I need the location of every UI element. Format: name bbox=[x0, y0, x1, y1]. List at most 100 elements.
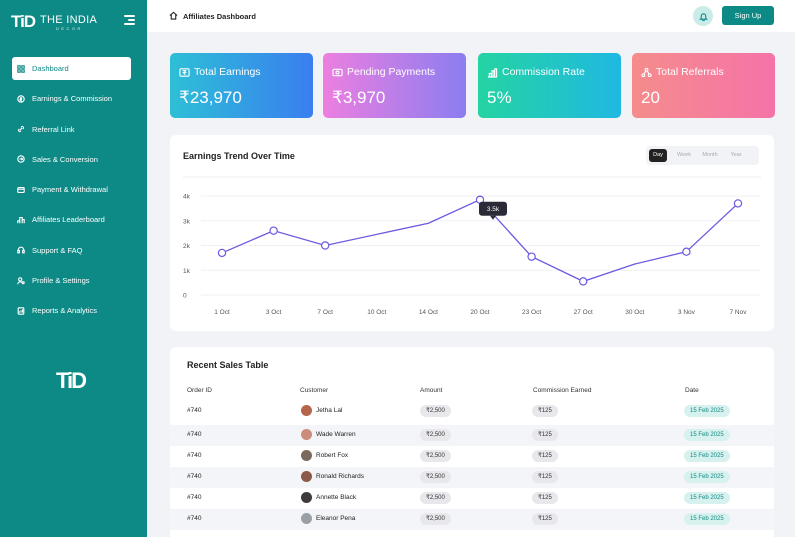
y-tick-label: 0 bbox=[183, 293, 187, 300]
stat-value: ₹23,970 bbox=[179, 88, 242, 107]
x-tick-label: 27 Oct bbox=[574, 309, 593, 316]
sidebar-item-leaderboard[interactable]: Affiliates Leaderboard bbox=[12, 208, 131, 231]
tab-week[interactable]: Week bbox=[677, 152, 691, 158]
sidebar-item-label: Sales & Conversion bbox=[32, 154, 98, 164]
commission-pill: ₹125 bbox=[532, 429, 558, 441]
avatar bbox=[301, 405, 312, 416]
date-pill: 15 Feb 2025 bbox=[684, 405, 730, 417]
amount-pill: ₹2,500 bbox=[420, 471, 451, 483]
chart-title: Earnings Trend Over Time bbox=[183, 151, 295, 161]
sidebar-item-sales[interactable]: Sales & Conversion bbox=[12, 148, 131, 171]
sidebar-item-profile[interactable]: Profile & Settings bbox=[12, 269, 131, 292]
sidebar-item-payment[interactable]: Payment & Withdrawal bbox=[12, 178, 131, 201]
x-tick-label: 7 Oct bbox=[317, 309, 333, 316]
column-header: Order ID bbox=[187, 387, 212, 394]
sidebar-item-referral[interactable]: Referral Link bbox=[12, 118, 131, 141]
customer-name: Eleanor Pena bbox=[316, 515, 356, 522]
brand-name: THE INDIA bbox=[40, 13, 98, 26]
x-tick-label: 10 Oct bbox=[367, 309, 386, 316]
commission-pill: ₹125 bbox=[532, 450, 558, 462]
sidebar-item-label: Dashboard bbox=[32, 64, 69, 73]
avatar bbox=[301, 471, 312, 482]
data-point bbox=[527, 252, 536, 261]
sidebar-item-reports[interactable]: Reports & Analytics bbox=[12, 299, 131, 322]
y-tick-label: 2k bbox=[183, 243, 191, 250]
amount-pill: ₹2,500 bbox=[420, 513, 451, 525]
brand-sub: DECOR bbox=[56, 25, 83, 31]
stat-card-commission-rate[interactable]: Commission Rate 5% bbox=[478, 53, 621, 118]
order-id: #740 bbox=[187, 494, 202, 501]
order-id: #740 bbox=[187, 452, 202, 459]
x-tick-label: 23 Oct bbox=[522, 309, 541, 316]
brand-logo[interactable]: TiD THE INDIA DECOR bbox=[11, 12, 97, 32]
series-line bbox=[221, 198, 739, 283]
tooltip-arrow bbox=[490, 215, 496, 220]
table-header: Order ID Customer Amount Commission Earn… bbox=[170, 387, 774, 399]
customer-name: Wade Warren bbox=[316, 431, 356, 438]
tooltip-label: 3.5k bbox=[487, 206, 500, 213]
table-row[interactable]: #740 Eleanor Pena ₹2,500 ₹125 15 Feb 202… bbox=[170, 509, 774, 530]
column-header: Amount bbox=[420, 387, 443, 394]
tab-year[interactable]: Year bbox=[730, 152, 742, 158]
x-tick-label: 14 Oct bbox=[419, 309, 438, 316]
x-tick-label: 20 Oct bbox=[470, 309, 489, 316]
menu-toggle-icon[interactable] bbox=[124, 15, 135, 27]
tab-month[interactable]: Month bbox=[702, 152, 718, 158]
topbar: Affiliates Dashboard Sign Up bbox=[147, 0, 795, 32]
sidebar-item-label: Profile & Settings bbox=[32, 276, 90, 286]
table-row[interactable]: #740 Jetha Lal ₹2,500 ₹125 15 Feb 2025 bbox=[170, 401, 774, 422]
table-row[interactable]: #740 Robert Fox ₹2,500 ₹125 15 Feb 2025 bbox=[170, 446, 774, 467]
currency-icon bbox=[16, 94, 25, 103]
order-id: #740 bbox=[187, 473, 202, 480]
order-id: #740 bbox=[187, 515, 202, 522]
sidebar-item-support[interactable]: Support & FAQ bbox=[12, 239, 131, 262]
home-icon[interactable] bbox=[169, 11, 178, 20]
sidebar-item-label: Payment & Withdrawal bbox=[32, 185, 108, 195]
date-pill: 15 Feb 2025 bbox=[684, 429, 730, 441]
stat-value: ₹3,970 bbox=[332, 88, 386, 107]
signup-button[interactable]: Sign Up bbox=[722, 6, 774, 25]
leaderboard-icon bbox=[16, 215, 25, 224]
data-point bbox=[217, 248, 227, 258]
column-header: Customer bbox=[300, 387, 329, 394]
x-tick-label: 7 Nov bbox=[730, 309, 748, 316]
notification-button[interactable] bbox=[693, 6, 713, 26]
table-row[interactable]: #740 Ronald Richards ₹2,500 ₹125 15 Feb … bbox=[170, 467, 774, 488]
logo-mark: TiD bbox=[11, 12, 36, 31]
table-row[interactable]: #740 Wade Warren ₹2,500 ₹125 15 Feb 2025 bbox=[170, 425, 774, 446]
sidebar-item-label: Referral Link bbox=[32, 124, 75, 134]
earnings-icon bbox=[179, 67, 190, 77]
support-icon bbox=[16, 246, 25, 255]
sidebar-item-earnings[interactable]: Earnings & Commission bbox=[12, 87, 131, 110]
sidebar-item-dashboard[interactable]: Dashboard bbox=[12, 57, 131, 80]
sidebar-footer-logo: TiD bbox=[56, 368, 87, 393]
stat-card-pending-payments[interactable]: Pending Payments ₹3,970 bbox=[323, 53, 466, 118]
grid-icon bbox=[16, 64, 25, 73]
avatar bbox=[301, 429, 312, 440]
table-title: Recent Sales Table bbox=[187, 360, 269, 370]
amount-pill: ₹2,500 bbox=[420, 405, 451, 417]
stat-card-total-earnings[interactable]: Total Earnings ₹23,970 bbox=[170, 53, 313, 118]
commission-pill: ₹125 bbox=[532, 492, 558, 504]
earnings-chart-panel: Earnings Trend Over Time Day Week Month … bbox=[170, 135, 774, 331]
bell-icon bbox=[698, 12, 708, 21]
customer-name: Jetha Lal bbox=[316, 407, 343, 414]
commission-pill: ₹125 bbox=[532, 405, 558, 417]
recent-sales-panel: Recent Sales Table Order ID Customer Amo… bbox=[170, 347, 774, 537]
link-icon bbox=[16, 125, 25, 134]
sidebar-nav: Dashboard Earnings & Commission Referral… bbox=[12, 57, 131, 330]
date-pill: 15 Feb 2025 bbox=[684, 450, 730, 462]
table-row[interactable]: #740 Annette Black ₹2,500 ₹125 15 Feb 20… bbox=[170, 488, 774, 509]
stat-value: 5% bbox=[487, 88, 512, 107]
amount-pill: ₹2,500 bbox=[420, 450, 451, 462]
customer-name: Robert Fox bbox=[316, 452, 349, 459]
customer-name: Ronald Richards bbox=[316, 473, 365, 480]
stat-value: 20 bbox=[641, 88, 660, 107]
data-point bbox=[682, 247, 691, 256]
stat-card-total-referrals[interactable]: Total Referrals 20 bbox=[632, 53, 775, 118]
earnings-line-chart: 4k 3k 2k 1k 0 1 Oct 3 Oct 7 Oct 10 Oct 14 Oct 20 O… bbox=[183, 176, 761, 316]
referrals-icon bbox=[641, 67, 652, 77]
order-id: #740 bbox=[187, 431, 202, 438]
profile-icon bbox=[16, 276, 25, 285]
tab-day[interactable]: Day bbox=[649, 149, 667, 162]
